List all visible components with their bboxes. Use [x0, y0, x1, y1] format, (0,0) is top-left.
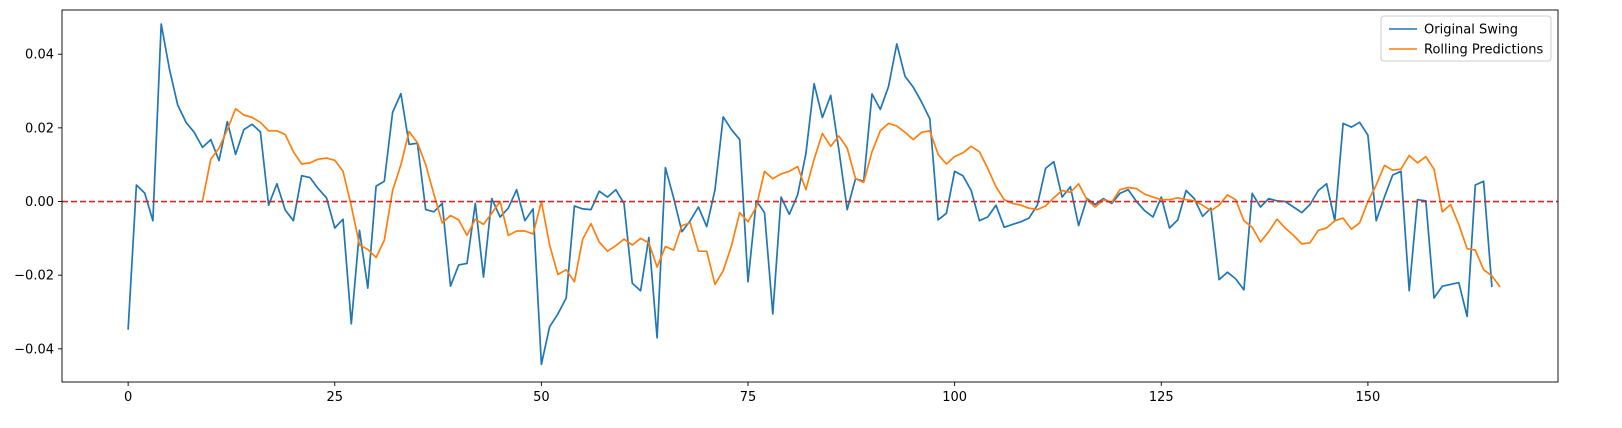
x-tick-label: 50: [533, 390, 550, 405]
series-layer: [62, 24, 1558, 364]
legend-label-original-swing: Original Swing: [1424, 23, 1518, 38]
y-tick-label: 0.02: [25, 121, 54, 136]
y-tick-label: −0.02: [14, 269, 54, 284]
legend-label-rolling-predictions: Rolling Predictions: [1424, 43, 1543, 58]
ticks-layer: 0 25 50 75 100 125 150 −0.04 −0.02 0.00 0.02 0.04: [14, 48, 1380, 405]
y-tick-label: −0.04: [14, 342, 54, 357]
x-tick-label: 100: [942, 390, 967, 405]
y-tick-label: 0.00: [25, 195, 54, 210]
series-line-original-swing: [128, 24, 1492, 364]
legend: Original Swing Rolling Predictions: [1381, 16, 1551, 61]
x-tick-label: 75: [740, 390, 757, 405]
x-tick-label: 150: [1355, 390, 1380, 405]
y-tick-label: 0.04: [25, 48, 54, 63]
x-tick-label: 25: [326, 390, 343, 405]
plot-frame: [62, 10, 1558, 382]
x-tick-label: 0: [124, 390, 132, 405]
x-tick-label: 125: [1149, 390, 1174, 405]
series-line-rolling-predictions: [203, 109, 1501, 287]
